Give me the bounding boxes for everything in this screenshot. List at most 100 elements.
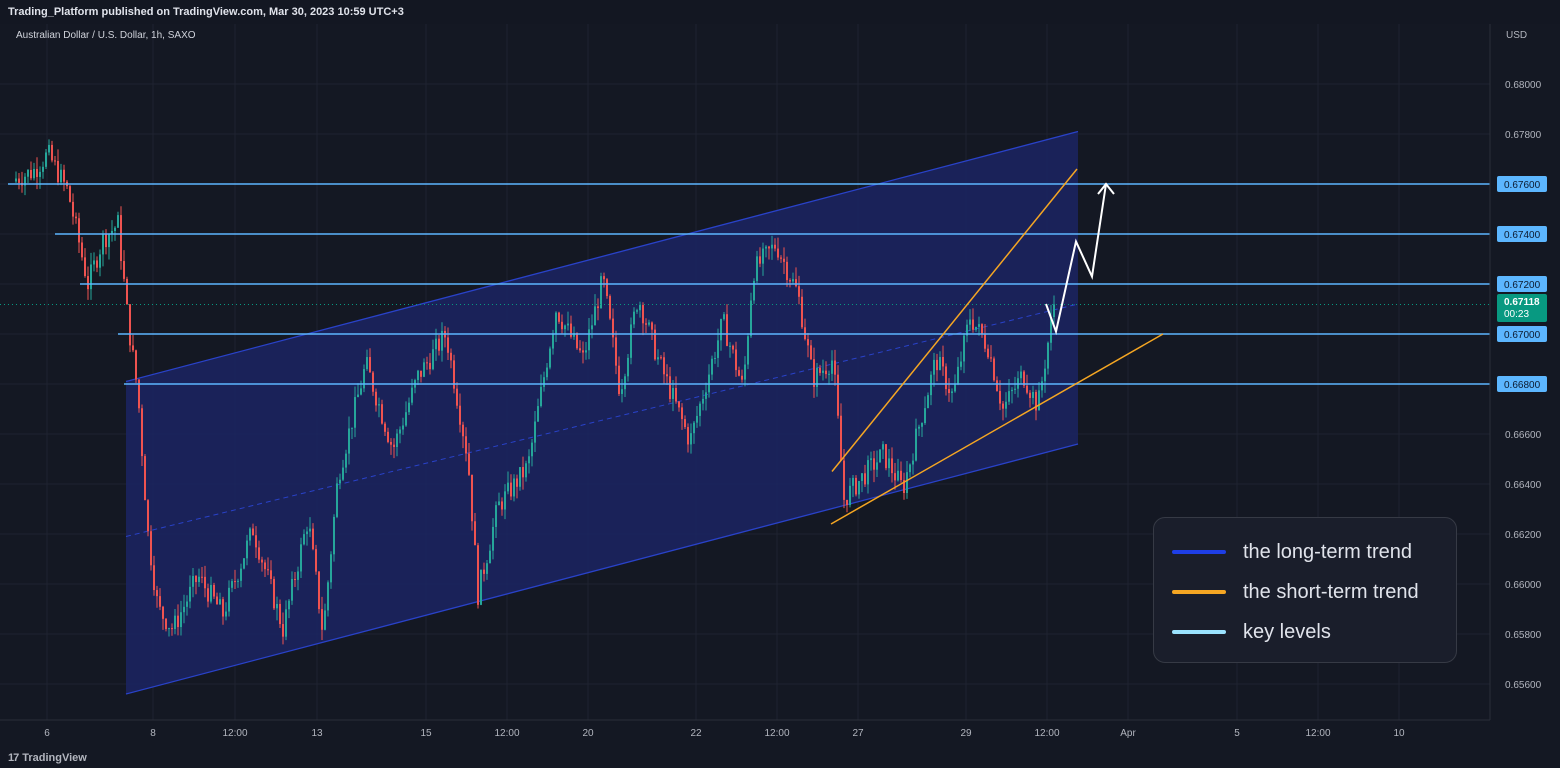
candle-body: [987, 348, 989, 358]
candle-body: [738, 370, 740, 376]
candle-body: [303, 534, 305, 545]
candle-body: [582, 350, 584, 353]
candle-body: [654, 329, 656, 360]
candle-body: [300, 544, 302, 572]
candle-body: [402, 425, 404, 430]
candle-body: [528, 456, 530, 464]
tradingview-logo[interactable]: 17 TradingView: [8, 752, 87, 764]
candle-body: [858, 481, 860, 495]
time-tick-label: 8: [150, 728, 156, 739]
candle-body: [825, 370, 827, 375]
candle-body: [735, 349, 737, 371]
candle-body: [801, 296, 803, 328]
candle-body: [942, 356, 944, 367]
candle-body: [372, 372, 374, 392]
candle-body: [69, 186, 71, 202]
candle-body: [939, 356, 941, 371]
candle-body: [147, 500, 149, 532]
candle-body: [960, 361, 962, 367]
candle-body: [159, 596, 161, 607]
candle-body: [747, 336, 749, 365]
key-level-tag: [1497, 326, 1547, 342]
candle-body: [132, 345, 134, 351]
candle-body: [45, 152, 47, 167]
candle-body: [18, 178, 20, 183]
candle-body: [756, 256, 758, 281]
candle-body: [480, 569, 482, 605]
candle-body: [645, 323, 647, 325]
candle-body: [1005, 401, 1007, 409]
time-tick-label: 12:00: [764, 728, 789, 739]
candle-body: [537, 406, 539, 422]
candle-body: [969, 319, 971, 325]
candle-body: [618, 365, 620, 394]
candle-body: [603, 276, 605, 280]
candle-body: [450, 352, 452, 361]
candle-body: [123, 261, 125, 279]
candle-body: [207, 588, 209, 602]
candle-body: [927, 395, 929, 409]
candle-body: [984, 334, 986, 349]
candle-body: [120, 215, 122, 262]
short-trend-upper: [831, 168, 1078, 472]
candle-body: [795, 279, 797, 287]
key-levels-swatch: [1172, 630, 1226, 634]
candle-body: [774, 244, 776, 249]
candle-body: [693, 422, 695, 434]
candle-body: [501, 501, 503, 510]
candle-body: [741, 375, 743, 380]
key-level-tag-label: 0.66800: [1504, 380, 1541, 391]
candle-body: [675, 387, 677, 402]
candle-body: [777, 248, 779, 258]
candle-body: [558, 312, 560, 322]
candle-body: [165, 618, 167, 630]
candle-body: [642, 305, 644, 324]
short-term-trend: [830, 168, 1164, 525]
candle-body: [483, 569, 485, 574]
candle-body: [1029, 392, 1031, 398]
currency-label: USD: [1506, 30, 1527, 41]
time-axis[interactable]: 6 8 12:00 13 15 12:00 20 22 12:00 27 29 12:00 Apr 5 12…: [44, 728, 1405, 739]
time-tick-label: 12:00: [222, 728, 247, 739]
candle-body: [846, 499, 848, 506]
price-tick-label: 0.66400: [1505, 480, 1542, 491]
price-tick-label: 0.66600: [1505, 430, 1542, 441]
candle-body: [255, 535, 257, 548]
candle-body: [978, 324, 980, 327]
price-axis[interactable]: 0.65600 0.65800 0.66000 0.66200 0.66400 0.666…: [1497, 80, 1547, 691]
candle-body: [231, 581, 233, 588]
candle-body: [768, 246, 770, 249]
candle-body: [462, 424, 464, 437]
legend-item-key-levels: key levels: [1172, 612, 1456, 652]
candle-body: [921, 423, 923, 427]
candle-body: [378, 404, 380, 406]
candle-body: [540, 386, 542, 407]
candle-body: [423, 362, 425, 377]
candle-body: [396, 433, 398, 447]
candle-body: [48, 144, 50, 153]
candle-body: [789, 280, 791, 282]
symbol-title: Australian Dollar / U.S. Dollar, 1h, SAX…: [16, 30, 196, 41]
candle-body: [312, 528, 314, 550]
candle-body: [762, 248, 764, 264]
candle-body: [918, 426, 920, 429]
candle-body: [405, 412, 407, 426]
time-tick-label: 12:00: [1305, 728, 1330, 739]
price-tick-label: 0.65600: [1505, 680, 1542, 691]
candle-body: [240, 568, 242, 581]
price-tick-label: 0.66000: [1505, 580, 1542, 591]
short-trend-lower: [830, 333, 1164, 525]
candle-body: [510, 482, 512, 497]
tradingview-brand: TradingView: [22, 752, 87, 764]
candle-body: [867, 460, 869, 485]
candle-body: [1032, 391, 1034, 398]
candle-body: [261, 559, 263, 563]
candle-body: [294, 579, 296, 581]
candle-body: [792, 279, 794, 282]
candle-body: [990, 357, 992, 359]
candle-body: [1014, 388, 1016, 390]
key-level-tag-label: 0.67200: [1504, 280, 1541, 291]
candle-body: [216, 596, 218, 605]
channel-upper-line: [125, 130, 1079, 383]
